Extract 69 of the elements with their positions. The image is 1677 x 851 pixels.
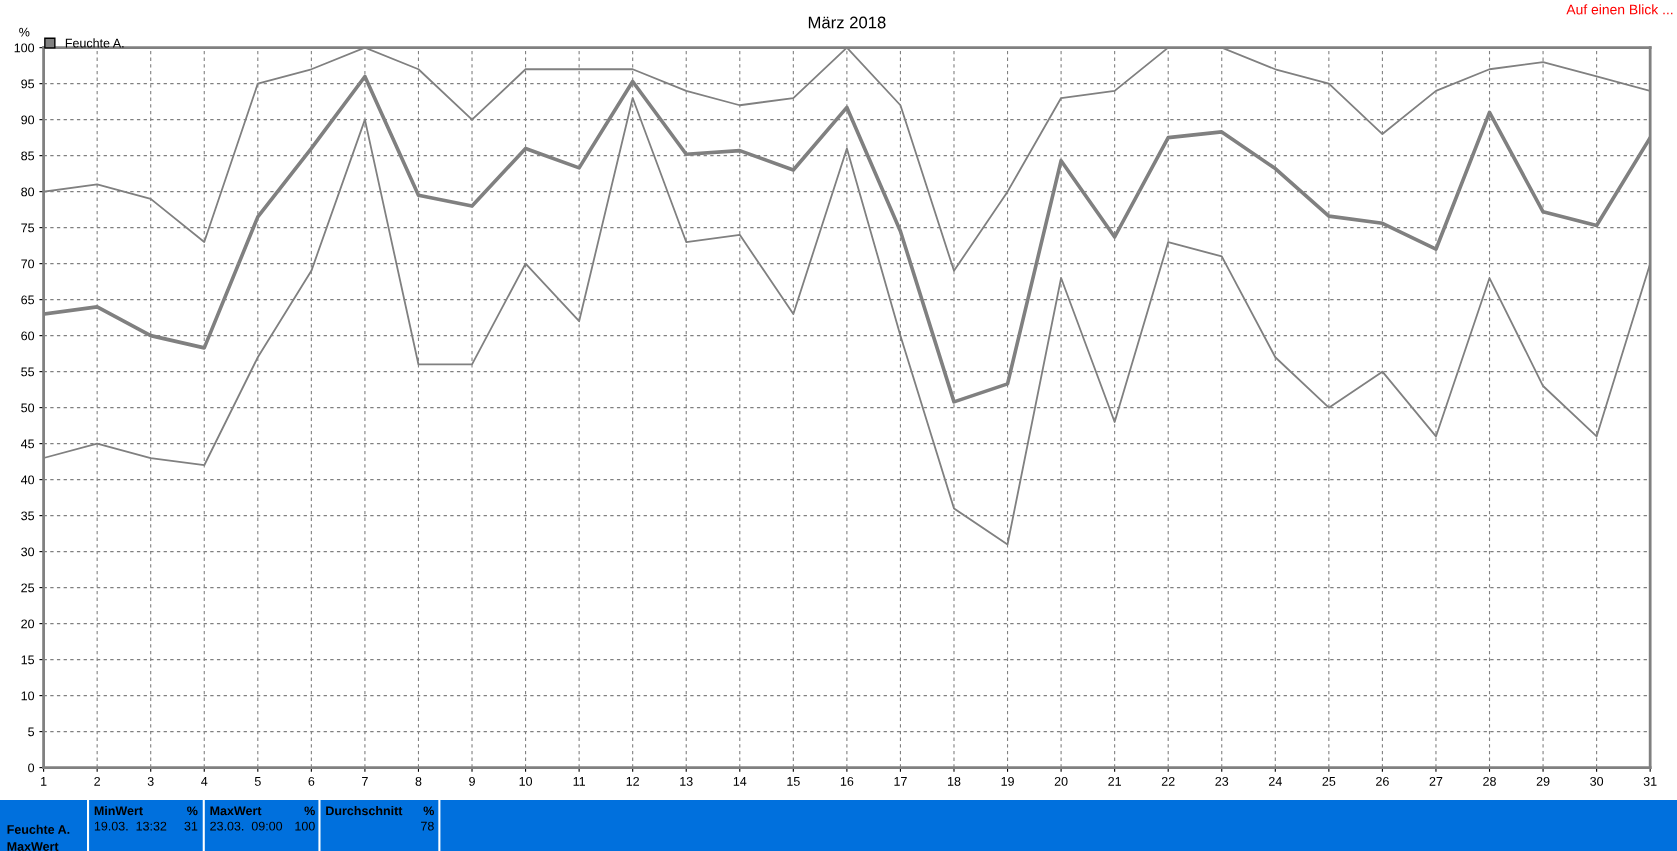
text: 100 bbox=[295, 821, 315, 831]
x-tick-label: 10 bbox=[519, 776, 533, 786]
x-tick-label: 2 bbox=[94, 776, 100, 786]
chart-title: März 2018 bbox=[808, 16, 886, 29]
text: % bbox=[187, 806, 198, 816]
y-tick-label: 90 bbox=[21, 115, 35, 125]
x-tick-label: 15 bbox=[787, 777, 800, 786]
x-tick-label: 1 bbox=[41, 777, 47, 786]
y-tick-label: 25 bbox=[21, 583, 35, 593]
text: % bbox=[304, 806, 315, 816]
y-tick-label: 100 bbox=[14, 43, 35, 53]
x-tick-label: 7 bbox=[362, 777, 368, 786]
x-tick-label: 6 bbox=[308, 776, 315, 786]
y-tick-label: 35 bbox=[21, 511, 35, 521]
legend-label: Feuchte A. bbox=[65, 38, 124, 48]
y-tick-label: 0 bbox=[28, 763, 35, 773]
x-tick-label: 22 bbox=[1161, 776, 1175, 786]
x-tick-label: 16 bbox=[840, 776, 854, 786]
x-tick-label: 19 bbox=[1001, 776, 1014, 786]
x-tick-label: 30 bbox=[1590, 776, 1604, 786]
x-tick-label: 26 bbox=[1376, 776, 1389, 786]
x-tick-label: 11 bbox=[573, 777, 586, 786]
y-tick-label: 95 bbox=[21, 79, 35, 89]
y-tick-label: 55 bbox=[21, 367, 35, 377]
y-tick-label: 50 bbox=[21, 403, 35, 413]
text: Auf einen Blick ... bbox=[1566, 4, 1673, 15]
x-tick-label: 23 bbox=[1215, 776, 1229, 786]
y-tick-label: 20 bbox=[21, 619, 35, 629]
y-tick-label: 65 bbox=[21, 295, 35, 305]
text: Feuchte A. bbox=[7, 824, 70, 834]
text: 19.03. 13:32 bbox=[94, 821, 167, 831]
x-tick-label: 14 bbox=[733, 777, 747, 786]
text: % bbox=[423, 806, 435, 816]
x-tick-label: 17 bbox=[894, 777, 907, 786]
text: Durchschnitt bbox=[326, 806, 403, 816]
y-tick-label: 40 bbox=[20, 475, 35, 485]
y-tick-label: 30 bbox=[21, 547, 35, 557]
x-tick-label: 24 bbox=[1268, 776, 1282, 786]
x-tick-label: 9 bbox=[469, 776, 475, 786]
y-tick-label: 45 bbox=[20, 439, 35, 449]
x-tick-label: 8 bbox=[415, 776, 422, 786]
x-tick-label: 4 bbox=[201, 777, 208, 786]
x-tick-label: 13 bbox=[680, 776, 693, 786]
y-tick-label: 80 bbox=[21, 187, 35, 197]
text: MinWert bbox=[94, 806, 143, 816]
x-tick-label: 18 bbox=[947, 776, 961, 786]
y-tick-label: 70 bbox=[21, 259, 35, 269]
text: MaxWert bbox=[210, 806, 262, 816]
x-tick-label: 29 bbox=[1536, 776, 1550, 786]
y-axis-title: % bbox=[19, 27, 30, 37]
y-tick-label: 75 bbox=[21, 223, 35, 233]
text: MaxWert bbox=[7, 842, 59, 851]
x-tick-label: 20 bbox=[1054, 776, 1068, 786]
x-tick-label: 12 bbox=[626, 776, 639, 786]
x-tick-label: 3 bbox=[147, 776, 154, 786]
text: 31 bbox=[184, 821, 198, 831]
x-tick-label: 21 bbox=[1108, 776, 1121, 786]
x-tick-label: 28 bbox=[1483, 776, 1496, 786]
y-tick-label: 10 bbox=[21, 691, 35, 701]
x-tick-label: 31 bbox=[1643, 776, 1657, 786]
x-tick-label: 27 bbox=[1429, 776, 1443, 786]
text: 78 bbox=[421, 821, 434, 831]
y-tick-label: 15 bbox=[21, 655, 35, 665]
y-tick-label: 85 bbox=[21, 151, 35, 161]
x-tick-label: 5 bbox=[254, 777, 261, 786]
y-tick-label: 60 bbox=[21, 331, 35, 341]
y-tick-label: 5 bbox=[28, 727, 35, 737]
text: 23.03. 09:00 bbox=[210, 821, 283, 831]
x-tick-label: 25 bbox=[1322, 776, 1336, 786]
